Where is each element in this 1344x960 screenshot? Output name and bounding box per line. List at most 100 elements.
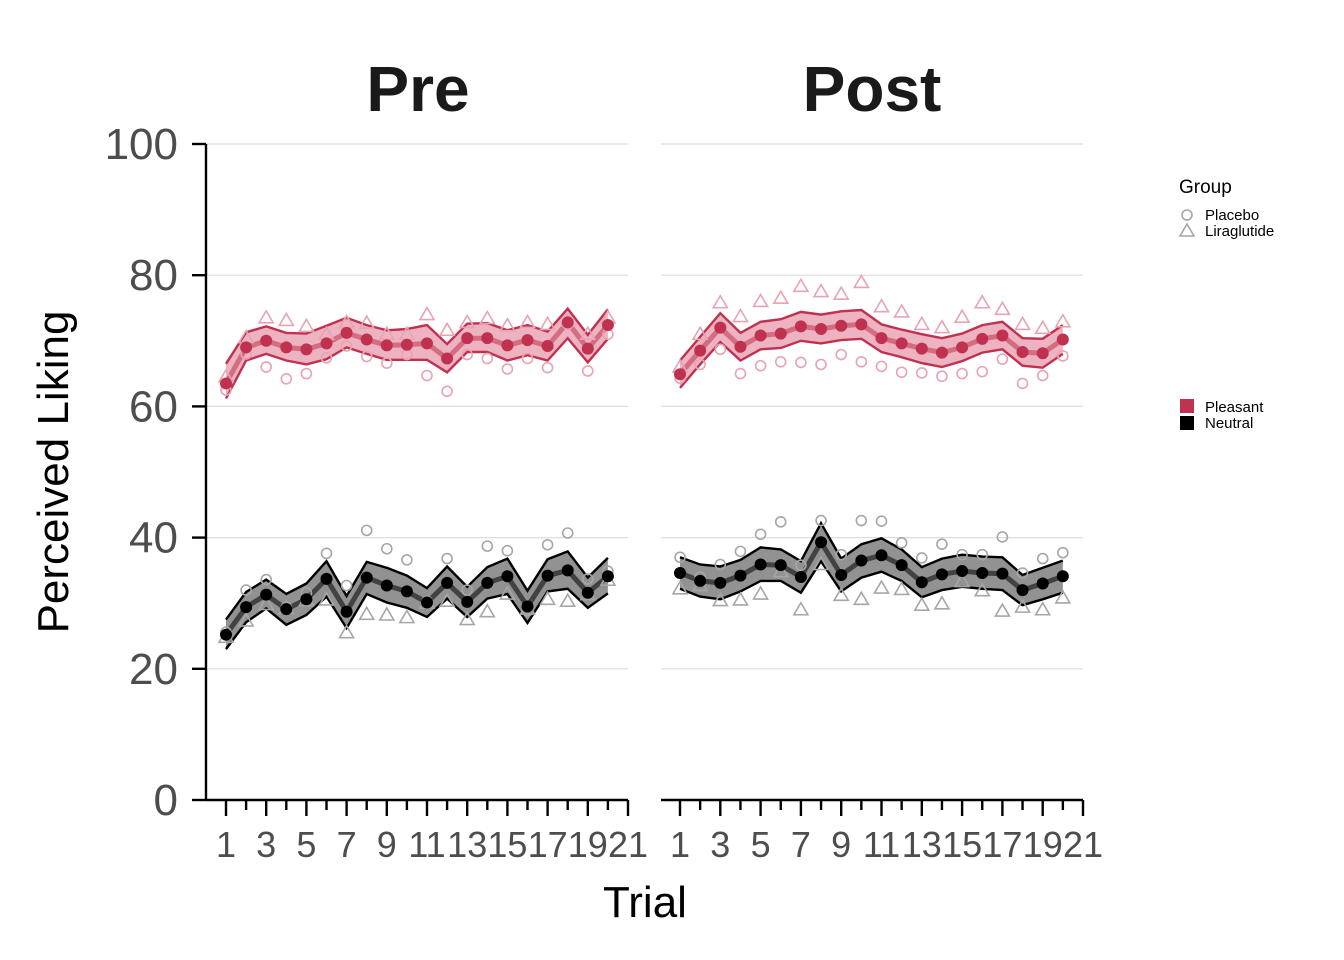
mean-point-post-pleasant-6 (774, 327, 787, 340)
mean-point-pre-neutral-8 (360, 571, 373, 584)
mean-point-post-pleasant-2 (694, 344, 707, 357)
mean-point-pre-neutral-10 (400, 585, 413, 598)
liraglutide-point-post-pleasant-9 (832, 285, 850, 301)
placebo-point-pre-pleasant-3 (260, 361, 273, 373)
upper-bound-post-pleasant (679, 308, 1064, 362)
placebo-point-pre-neutral-13 (461, 584, 474, 596)
placebo-point-post-neutral-19 (1036, 552, 1049, 565)
liraglutide-point-pre-pleasant-5 (298, 317, 315, 333)
placebo-point-pre-pleasant-16 (521, 352, 534, 365)
gridlines (206, 143, 1083, 670)
x-tick-label-pre-5: 5 (296, 824, 316, 865)
y-tick-labels: 0 20 40 60 80 100 (105, 120, 178, 825)
liraglutide-point-pre-neutral-13 (458, 611, 476, 626)
x-tick-label-pre-9: 9 (377, 824, 397, 865)
liraglutide-point-post-neutral-1 (671, 580, 689, 595)
liraglutide-point-post-pleasant-18 (1014, 315, 1031, 331)
liraglutide-point-post-neutral-16 (973, 582, 991, 597)
series-post-neutral (671, 514, 1072, 617)
liraglutide-point-post-pleasant-19 (1034, 319, 1052, 335)
mean-point-post-neutral-18 (1016, 584, 1029, 597)
placebo-point-post-neutral-7 (795, 559, 807, 571)
mean-point-post-pleasant-19 (1036, 347, 1049, 360)
x-tick-labels: 1 3 5 7 9 11 13 15 17 19 21 1 3 5 7 9 11 13 15 17 19 21 (216, 824, 1103, 865)
x-tick-label-post-5: 5 (751, 824, 771, 865)
mean-point-post-neutral-1 (674, 567, 686, 580)
mean-point-pre-neutral-15 (501, 570, 514, 583)
liraglutide-point-pre-pleasant-19 (579, 325, 597, 341)
placebo-point-pre-pleasant-13 (461, 348, 474, 361)
liraglutide-point-pre-pleasant-3 (257, 309, 275, 324)
liraglutide-point-pre-pleasant-13 (458, 313, 476, 329)
mean-point-pre-neutral-18 (561, 564, 574, 577)
placebo-point-pre-neutral-9 (380, 542, 393, 555)
placebo-point-post-neutral-18 (1016, 567, 1029, 579)
liraglutide-point-pre-neutral-8 (358, 605, 376, 621)
liraglutide-point-pre-pleasant-12 (438, 321, 456, 337)
liraglutide-point-pre-pleasant-16 (519, 313, 536, 329)
liraglutide-point-pre-pleasant-15 (499, 317, 516, 332)
mean-point-post-neutral-11 (875, 549, 888, 562)
mean-point-pre-neutral-9 (380, 579, 393, 592)
legend-label-placebo: Placebo (1205, 207, 1259, 224)
mean-point-pre-pleasant-20 (601, 319, 614, 332)
placebo-point-post-pleasant-8 (815, 358, 827, 371)
ribbon-post-pleasant (680, 310, 1063, 388)
x-tick-label-post-3: 3 (710, 824, 730, 865)
mean-point-pre-neutral-5 (300, 593, 313, 606)
mean-point-pre-pleasant-11 (421, 337, 433, 350)
mean-point-post-neutral-15 (956, 565, 969, 578)
placebo-point-pre-pleasant-19 (581, 365, 594, 377)
mean-point-pre-neutral-14 (481, 576, 494, 589)
placebo-point-post-pleasant-10 (855, 355, 868, 368)
placebo-point-post-neutral-6 (774, 516, 787, 528)
placebo-point-post-neutral-20 (1057, 546, 1069, 559)
mean-point-pre-pleasant-10 (400, 338, 413, 351)
y-tick-label-60: 60 (129, 382, 178, 431)
mean-point-post-neutral-20 (1056, 570, 1069, 583)
mean-point-pre-pleasant-13 (461, 332, 474, 345)
liraglutide-point-post-pleasant-3 (711, 294, 729, 309)
x-tick-label-post-9: 9 (831, 824, 851, 865)
mean-point-post-pleasant-14 (935, 346, 948, 359)
liraglutide-point-post-neutral-12 (893, 580, 911, 596)
liraglutide-point-post-pleasant-14 (933, 319, 951, 334)
mean-point-post-neutral-2 (694, 574, 707, 587)
mean-point-post-pleasant-5 (754, 329, 767, 342)
mean-point-pre-neutral-17 (541, 569, 554, 582)
liraglutide-point-post-pleasant-20 (1054, 313, 1072, 328)
placebo-point-post-pleasant-3 (714, 343, 727, 356)
mean-point-post-pleasant-16 (976, 332, 989, 345)
mean-point-post-pleasant-3 (714, 321, 727, 334)
mean-point-post-pleasant-4 (734, 340, 747, 353)
liraglutide-point-pre-neutral-18 (559, 592, 577, 608)
placebo-point-post-pleasant-5 (754, 359, 767, 372)
liraglutide-point-post-neutral-19 (1034, 601, 1052, 616)
placebo-point-pre-neutral-8 (360, 524, 373, 537)
x-tick-label-post-1: 1 (670, 824, 690, 865)
mean-point-post-neutral-6 (774, 559, 787, 572)
panel-title-pre: Pre (366, 53, 469, 125)
mean-point-post-pleasant-8 (815, 322, 828, 335)
series-pre-neutral (217, 524, 617, 650)
placebo-point-pre-pleasant-15 (501, 363, 514, 375)
liraglutide-point-pre-neutral-14 (478, 603, 496, 618)
placebo-point-pre-neutral-2 (240, 584, 252, 596)
liraglutide-point-post-pleasant-13 (913, 315, 931, 331)
mean-point-post-neutral-3 (714, 576, 727, 589)
liraglutide-point-post-pleasant-6 (772, 289, 790, 304)
mean-point-pre-pleasant-12 (441, 352, 454, 365)
placebo-point-post-pleasant-7 (795, 356, 807, 369)
mean-point-pre-neutral-19 (581, 586, 594, 599)
placebo-point-post-neutral-4 (734, 545, 747, 558)
mean-point-pre-pleasant-6 (320, 337, 333, 350)
mean-point-post-neutral-14 (935, 568, 948, 581)
liraglutide-point-post-pleasant-2 (691, 325, 709, 341)
y-axis-title: Perceived Liking (29, 311, 78, 634)
axes (192, 142, 1085, 816)
data-series (217, 273, 1072, 650)
liraglutide-point-post-neutral-13 (913, 596, 931, 611)
mean-point-post-neutral-8 (815, 536, 828, 549)
liraglutide-point-pre-neutral-3 (257, 595, 275, 611)
